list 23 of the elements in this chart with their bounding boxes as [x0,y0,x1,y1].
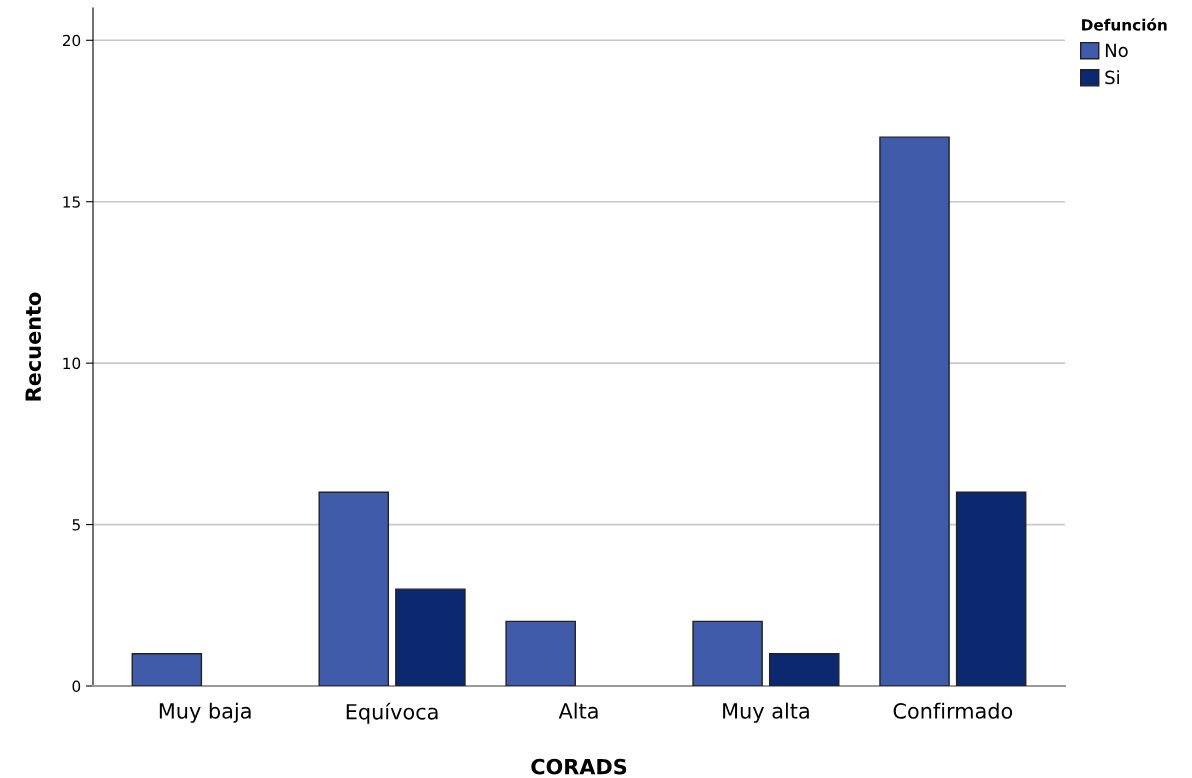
x-tick-label: Equívoca [346,702,438,724]
y-tick-label: 20 [62,34,81,47]
bar [318,491,390,686]
x-axis-title: CORADS [531,758,627,775]
legend-label: No [1105,43,1128,58]
bar [768,653,840,686]
bar [879,136,950,686]
x-tick-label: Muy baja [159,702,251,723]
y-tick-label: 0 [72,680,81,693]
x-tick-label: Muy alta [723,702,809,723]
legend-title: Defunción [1082,18,1167,31]
bar [131,653,203,686]
bar [692,620,763,686]
bar [395,588,466,686]
bar [955,491,1027,686]
y-tick-label: 5 [72,519,80,531]
y-tick-label: 10 [63,357,81,370]
legend-label: Si [1105,70,1119,85]
x-tick-label: Alta [558,702,598,719]
y-tick-label: 15 [63,196,80,208]
y-axis-title: Recuento [25,292,42,401]
x-tick-label: Confirmado [893,702,1013,719]
bar [505,620,576,686]
